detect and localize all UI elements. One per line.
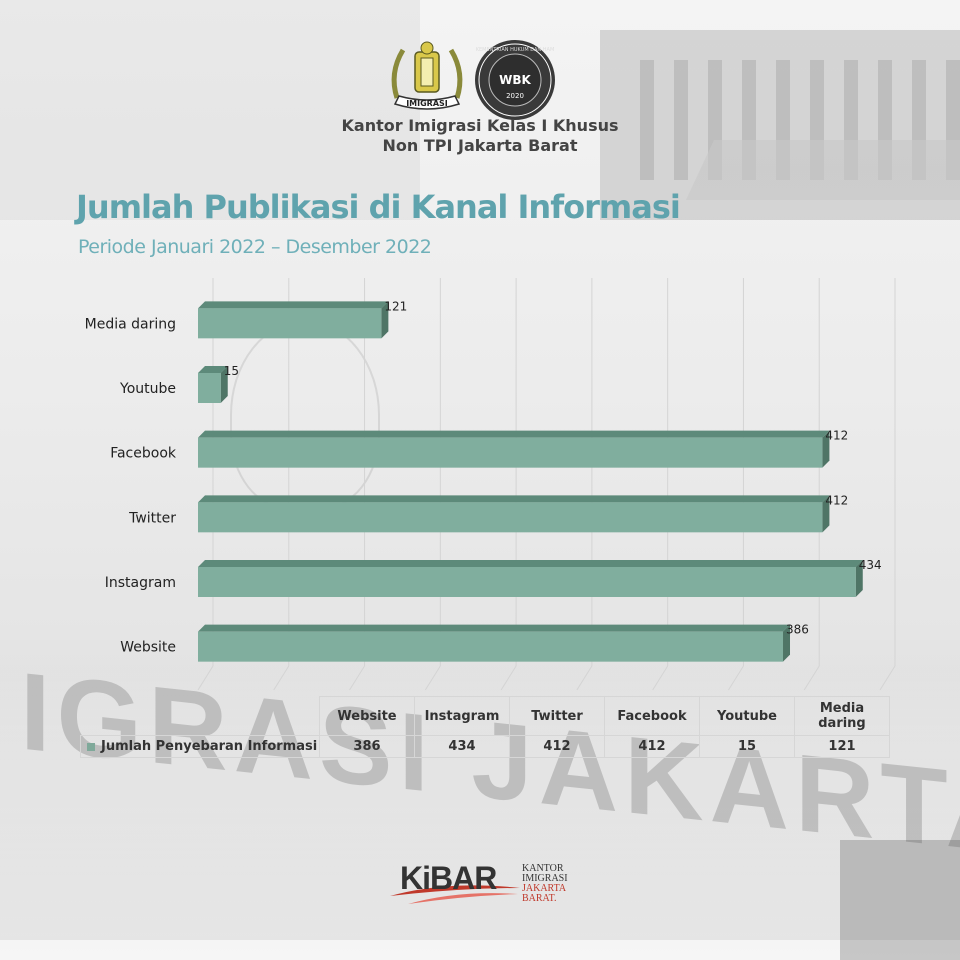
data-table-column-header: Instagram xyxy=(415,696,510,736)
gridline-floor xyxy=(728,665,744,691)
kibar-brand: KiBAR xyxy=(400,860,497,896)
gridline-floor xyxy=(273,665,290,691)
kibar-line4: BARAT. xyxy=(522,893,557,904)
category-label: Media daring xyxy=(85,316,176,332)
chart-subtitle: Periode Januari 2022 – Desember 2022 xyxy=(78,236,432,258)
kibar-logo: KiBAR KANTOR IMIGRASI JAKARTA BARAT. xyxy=(388,858,588,910)
bar-top-face xyxy=(198,301,389,309)
value-label: 15 xyxy=(224,364,239,378)
bar-side-face xyxy=(855,560,863,597)
bar-side-face xyxy=(822,495,830,533)
value-label: 412 xyxy=(825,429,848,443)
kibar-swoosh xyxy=(390,885,520,904)
category-label: Facebook xyxy=(110,446,177,462)
chart-title: Jumlah Publikasi di Kanal Informasi xyxy=(76,188,681,226)
header-logos: IMIGRASI KEMENTRIAN HUKUM DAN HAM WBK 20… xyxy=(385,38,565,120)
chart-gridlines xyxy=(197,278,896,691)
data-table-value: 15 xyxy=(700,736,795,758)
background-wall xyxy=(0,640,960,940)
bar xyxy=(198,631,784,662)
bar xyxy=(198,373,221,403)
category-label: Youtube xyxy=(119,381,176,397)
bar-top-face xyxy=(198,495,830,503)
data-table: Website Instagram Twitter Facebook Youtube Me… xyxy=(80,696,890,758)
category-label: Instagram xyxy=(105,575,176,591)
bar-chart: Website Instagram Twitter Facebook Youtube Me… xyxy=(85,278,896,691)
kibar-line3: JAKARTA xyxy=(522,883,567,894)
data-table-value: 121 xyxy=(795,736,890,758)
data-table-series-cell: Jumlah Penyebaran Informasi xyxy=(80,736,320,758)
bar-top-face xyxy=(198,624,791,632)
gridline-floor xyxy=(803,665,820,691)
bar-side-face xyxy=(381,301,389,339)
background-sky xyxy=(0,0,420,220)
data-table-corner xyxy=(80,696,320,736)
category-label: Twitter xyxy=(128,510,176,526)
bar-top-face xyxy=(198,366,228,373)
category-label: Website xyxy=(120,640,176,656)
data-table-header: Website Instagram Twitter Facebook Youtube Me… xyxy=(80,696,890,736)
office-name-line2: Non TPI Jakarta Barat xyxy=(382,136,578,155)
bar-side-face xyxy=(220,366,228,403)
data-table-series-label: Jumlah Penyebaran Informasi xyxy=(101,739,318,754)
bar-top-face xyxy=(198,430,830,438)
gridline-floor xyxy=(424,665,441,691)
value-label: 434 xyxy=(859,558,882,572)
wbk-badge-year: 2020 xyxy=(506,92,524,100)
wbk-badge-logo: KEMENTRIAN HUKUM DAN HAM WBK 2020 xyxy=(475,40,555,120)
kibar-office-text: KANTOR IMIGRASI JAKARTA BARAT. xyxy=(522,864,568,904)
legend-swatch xyxy=(87,742,95,751)
kibar-line1: KANTOR xyxy=(522,863,564,874)
background-dark-corner xyxy=(840,840,960,960)
gridline-floor xyxy=(349,665,365,691)
bar xyxy=(198,437,823,468)
chart-value-labels: 386 434 412 412 15 121 xyxy=(224,299,882,636)
data-table-column-header: Website xyxy=(320,696,415,736)
data-table-value: 412 xyxy=(510,736,605,758)
chart-bars xyxy=(198,301,863,662)
data-table-value: 434 xyxy=(415,736,510,758)
bar xyxy=(198,308,382,339)
bar-side-face xyxy=(783,624,791,662)
data-table-row: Jumlah Penyebaran Informasi 386 434 412 412… xyxy=(80,736,890,758)
bar xyxy=(198,567,856,597)
data-table-value: 386 xyxy=(320,736,415,758)
bar-side-face xyxy=(822,430,830,468)
gridline-floor xyxy=(500,665,517,691)
data-table-column-header: Facebook xyxy=(605,696,700,736)
gridline-floor xyxy=(652,665,669,691)
value-label: 386 xyxy=(786,623,809,637)
chart-category-labels: Website Instagram Twitter Facebook Youtube Me… xyxy=(85,316,177,655)
bar-top-face xyxy=(198,560,863,567)
imigrasi-logo-text: IMIGRASI xyxy=(406,99,448,108)
wbk-badge-text: WBK xyxy=(499,73,531,87)
value-label: 121 xyxy=(384,299,407,313)
data-table-column-header: Media daring xyxy=(795,696,890,736)
data-table-value: 412 xyxy=(605,736,700,758)
office-name-line1: Kantor Imigrasi Kelas I Khusus xyxy=(341,116,619,135)
kibar-line2: IMIGRASI xyxy=(522,873,568,884)
gridline-floor xyxy=(197,665,214,691)
data-table-column-header: Youtube xyxy=(700,696,795,736)
gridline-floor xyxy=(879,665,896,691)
value-label: 412 xyxy=(825,493,848,507)
data-table-column-header: Twitter xyxy=(510,696,605,736)
gridline-floor xyxy=(576,665,593,691)
imigrasi-logo: IMIGRASI xyxy=(391,41,463,110)
bar xyxy=(198,502,823,533)
wbk-ring-text: KEMENTRIAN HUKUM DAN HAM xyxy=(476,47,555,53)
